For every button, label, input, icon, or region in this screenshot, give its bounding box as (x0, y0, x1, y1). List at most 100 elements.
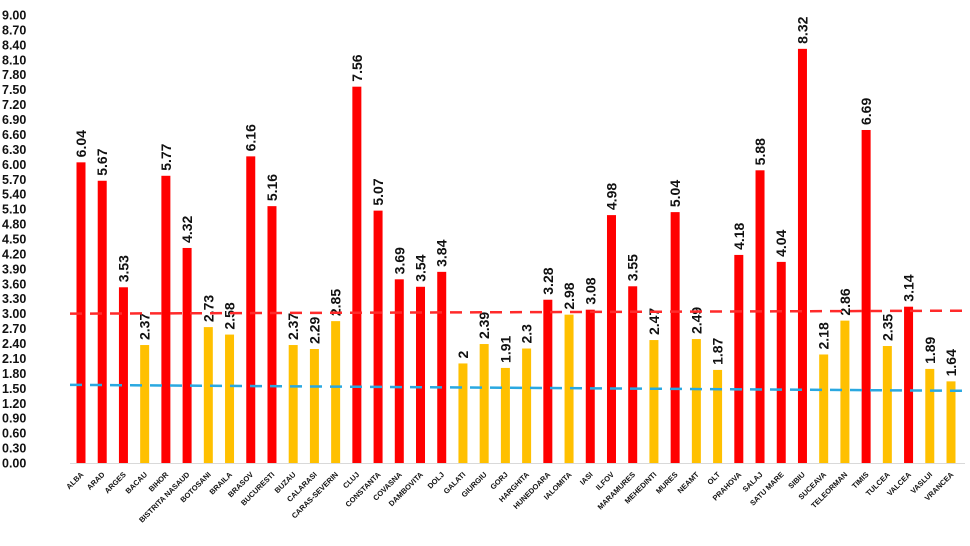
bar (225, 334, 235, 463)
x-tick-label: VALCEA (885, 470, 913, 498)
bar (246, 156, 256, 463)
bar (522, 348, 532, 463)
threshold-line (69, 309, 966, 315)
bar (606, 215, 616, 463)
data-label: 3.69 (391, 247, 407, 274)
y-tick-label: 7.20 (2, 98, 26, 112)
bar (161, 175, 171, 463)
bar (882, 346, 892, 463)
data-label: 5.77 (158, 143, 174, 170)
y-tick-label: 1.80 (2, 367, 26, 381)
bar (182, 247, 192, 463)
data-label: 2.47 (646, 308, 662, 335)
y-tick-label: 4.80 (2, 218, 26, 232)
data-label: 6.04 (73, 130, 89, 157)
y-tick-label: 2.10 (2, 352, 26, 366)
bar (352, 86, 362, 464)
data-label: 2.73 (200, 295, 216, 322)
data-label: 2.85 (328, 289, 344, 316)
data-label: 5.67 (94, 148, 110, 175)
bar (394, 279, 404, 463)
data-label: 5.88 (752, 138, 768, 165)
data-label: 4.04 (773, 229, 789, 256)
bar (904, 306, 914, 463)
bar (585, 309, 595, 463)
y-tick-label: 1.50 (2, 382, 26, 396)
y-tick-label: 3.30 (2, 292, 26, 306)
bar (203, 327, 213, 463)
y-tick-label: 3.00 (2, 307, 26, 321)
data-label: 4.18 (731, 222, 747, 249)
data-label: 5.04 (667, 180, 683, 207)
data-label: 2.98 (561, 282, 577, 309)
bar (840, 320, 850, 463)
data-label: 1.87 (710, 337, 726, 364)
bar (861, 129, 871, 463)
bar (500, 367, 510, 463)
data-label: 4.32 (179, 215, 195, 242)
data-label: 4.98 (603, 183, 619, 210)
bar (331, 321, 341, 463)
x-tick-label: MURES (654, 470, 680, 496)
bar (670, 212, 680, 463)
data-label: 5.16 (264, 174, 280, 201)
x-tick-label: IASI (578, 470, 595, 487)
data-label: 3.84 (434, 239, 450, 266)
bar (628, 286, 638, 463)
data-label: 6.16 (243, 124, 259, 151)
bar (734, 254, 744, 463)
data-label: 2.39 (476, 312, 492, 339)
bar (479, 344, 489, 463)
bar (925, 368, 935, 463)
x-tick-label: OLT (705, 470, 722, 487)
bar (309, 349, 319, 463)
data-label: 7.56 (349, 54, 365, 81)
y-tick-label: 0.60 (2, 427, 26, 441)
bar (713, 369, 723, 463)
x-tick-label: BACAU (124, 470, 150, 496)
bar (564, 314, 574, 463)
data-label: 3.14 (901, 274, 917, 301)
data-label: 2.37 (137, 313, 153, 340)
bar (819, 354, 829, 463)
bar (437, 271, 447, 463)
y-tick-label: 2.40 (2, 337, 26, 351)
data-label: 2.35 (879, 314, 895, 341)
y-tick-label: 7.80 (2, 68, 26, 82)
data-label: 6.69 (858, 98, 874, 125)
y-tick-label: 3.90 (2, 262, 26, 276)
y-tick-label: 8.70 (2, 23, 26, 37)
data-label: 8.32 (794, 16, 810, 43)
trend-line (69, 383, 966, 393)
data-label: 1.89 (922, 336, 938, 363)
x-tick-label: NEAMT (676, 470, 702, 496)
x-tick-label: ARGES (103, 470, 128, 495)
y-tick-label: 5.40 (2, 188, 26, 202)
data-label: 1.91 (497, 335, 513, 362)
y-tick-label: 7.50 (2, 83, 26, 97)
y-tick-label: 0.00 (2, 457, 26, 471)
bar (776, 261, 786, 463)
bar (267, 206, 277, 463)
data-label: 5.07 (370, 178, 386, 205)
y-tick-label: 4.50 (2, 233, 26, 247)
y-tick-label: 6.90 (2, 113, 26, 127)
data-label: 3.08 (582, 277, 598, 304)
y-tick-label: 8.10 (2, 53, 26, 67)
y-tick-label: 8.40 (2, 38, 26, 52)
y-tick-label: 9.00 (2, 9, 26, 23)
data-label: 2 (455, 350, 471, 358)
y-tick-label: 6.00 (2, 158, 26, 172)
data-label: 3.28 (540, 267, 556, 294)
y-tick-label: 0.30 (2, 442, 26, 456)
data-label: 3.54 (413, 254, 429, 281)
data-label: 3.55 (625, 254, 641, 281)
data-label: 2.37 (285, 313, 301, 340)
y-tick-label: 4.20 (2, 247, 26, 261)
data-label: 2.86 (837, 288, 853, 315)
x-tick-label: ALBA (64, 470, 86, 492)
bar (288, 345, 298, 463)
bar (543, 299, 553, 463)
